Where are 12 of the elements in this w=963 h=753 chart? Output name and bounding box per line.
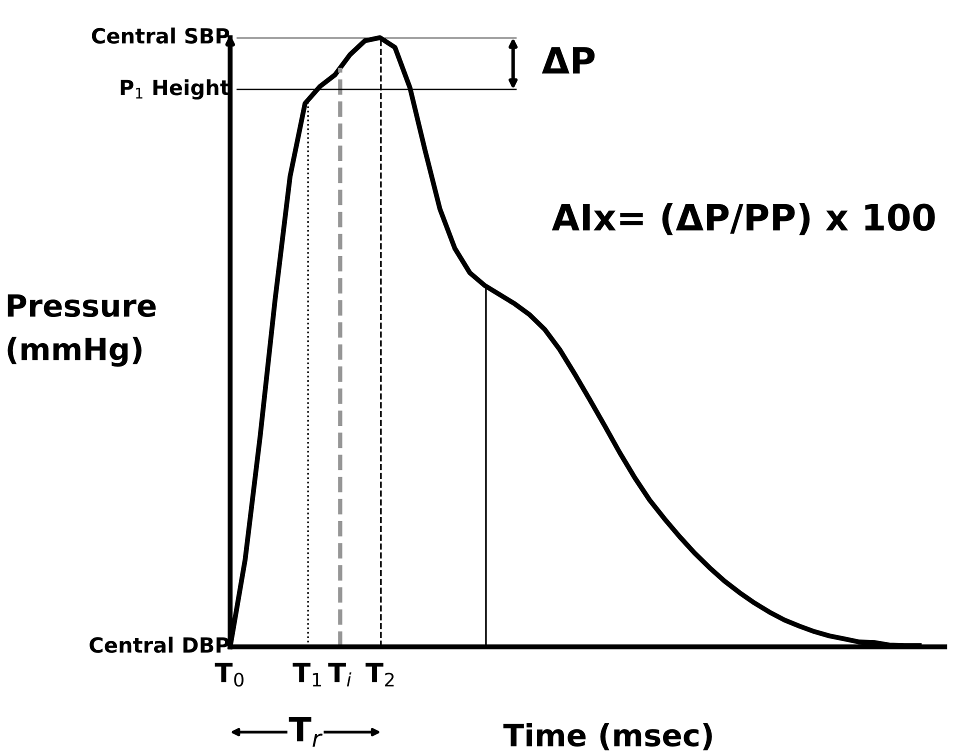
text: T$_{2}$ [366, 662, 394, 686]
annotation: ΔP [542, 47, 595, 74]
annotation: AIx= (ΔP/PP) x 100 [552, 202, 935, 236]
text: T$_{1}$ [292, 662, 321, 686]
ref-line-label: Central DBP [90, 636, 230, 653]
ref-line-label: Central SBP [92, 28, 230, 44]
x-axis-title: Time (msec) [503, 722, 712, 750]
text: T$_{i}$ [328, 662, 352, 686]
text: T$_{0}$ [214, 662, 244, 687]
ref-line-label: P$_{1}$ Height [120, 79, 230, 100]
text: T$_{r}$ [288, 716, 323, 747]
y-axis-title: Pressure (mmHg) [8, 294, 156, 367]
